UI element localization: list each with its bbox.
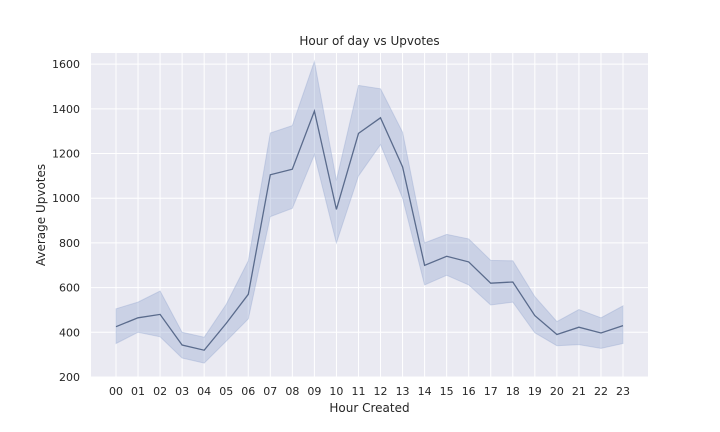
- series-line-layer: [115, 108, 624, 351]
- y-tick-label: 1600: [52, 58, 80, 71]
- x-tick-label: 18: [506, 385, 520, 398]
- x-tick-label: 16: [462, 385, 476, 398]
- plot-background: [91, 53, 648, 377]
- x-tick-label: 10: [329, 385, 343, 398]
- y-tick-label: 1000: [52, 192, 80, 205]
- y-tick-label: 1200: [52, 148, 80, 161]
- y-tick-labels: 200 400 600 800 1000 1200 1400 1600: [52, 58, 80, 384]
- x-tick-label: 01: [131, 385, 145, 398]
- y-tick-label: 200: [59, 371, 80, 384]
- x-tick-label: 21: [572, 385, 586, 398]
- y-tick-label: 600: [59, 282, 80, 295]
- y-tick-label: 800: [59, 237, 80, 250]
- chart-title: Hour of day vs Upvotes: [299, 34, 439, 48]
- x-axis-label: Hour Created: [329, 401, 409, 415]
- x-tick-label: 04: [197, 385, 211, 398]
- x-tick-label: 23: [616, 385, 630, 398]
- x-tick-label: 17: [484, 385, 498, 398]
- x-tick-label: 11: [351, 385, 365, 398]
- x-tick-label: 15: [440, 385, 454, 398]
- x-tick-label: 09: [307, 385, 321, 398]
- x-tick-label: 19: [528, 385, 542, 398]
- x-tick-label: 03: [175, 385, 189, 398]
- x-tick-label: 12: [374, 385, 388, 398]
- grid-lines: [91, 53, 648, 378]
- x-tick-label: 14: [418, 385, 432, 398]
- x-tick-label: 00: [109, 385, 123, 398]
- y-tick-label: 1400: [52, 103, 80, 116]
- x-tick-label: 20: [550, 385, 564, 398]
- x-tick-label: 06: [241, 385, 255, 398]
- x-tick-label: 22: [594, 385, 608, 398]
- x-tick-label: 13: [396, 385, 410, 398]
- x-tick-label: 08: [285, 385, 299, 398]
- confidence-band: [115, 59, 624, 364]
- x-tick-label: 02: [153, 385, 167, 398]
- y-axis-label: Average Upvotes: [34, 164, 48, 266]
- confidence-band-layer: [115, 59, 624, 364]
- x-tick-label: 05: [219, 385, 233, 398]
- x-tick-label: 07: [263, 385, 277, 398]
- series-line: [115, 108, 624, 351]
- x-tick-labels: 00 01 02 03 04 05 06 07 08 09 10 11 12 13 14 15 16 17 18 19…: [109, 385, 630, 398]
- y-tick-label: 400: [59, 326, 80, 339]
